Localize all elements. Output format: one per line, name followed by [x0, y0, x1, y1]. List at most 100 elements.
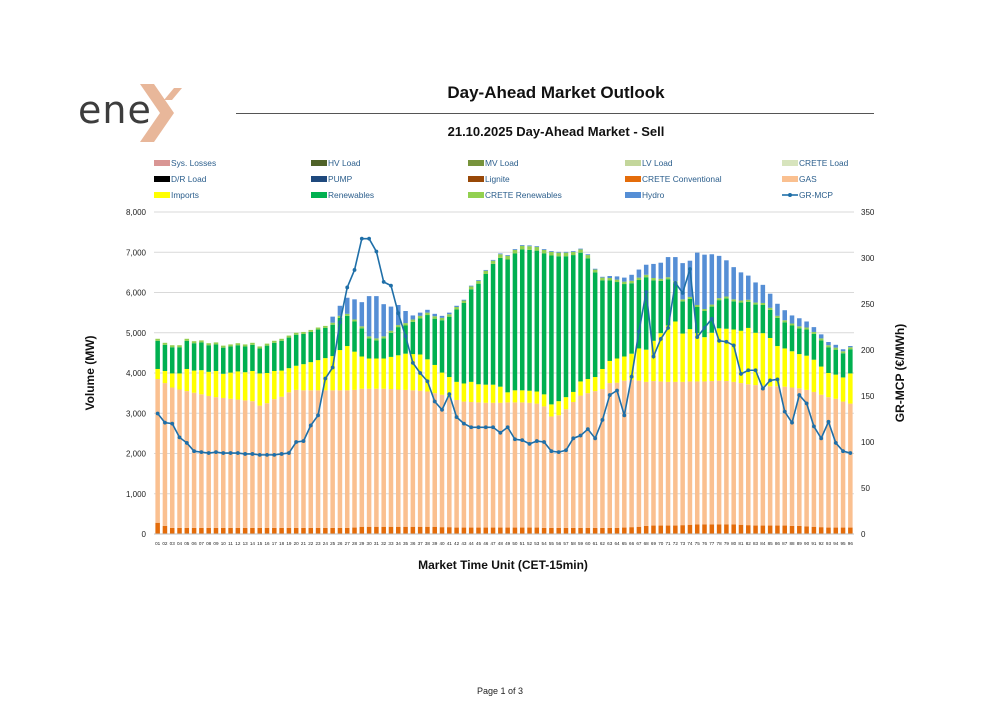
bar-gas	[534, 403, 540, 528]
bar-hydro	[498, 253, 503, 255]
bar-imports	[775, 346, 780, 387]
bar-renewables	[498, 257, 503, 387]
bar-renewables	[622, 284, 627, 357]
x-tick-label: 31	[374, 541, 380, 546]
y2-tick-label: 200	[861, 346, 875, 355]
bar-imports	[242, 372, 248, 401]
bar-renewables	[782, 322, 787, 349]
x-tick-label: 02	[162, 541, 168, 546]
bar-hydro	[439, 315, 445, 318]
mcp-point	[359, 236, 364, 241]
bar-imports	[629, 353, 634, 380]
mcp-point	[833, 441, 838, 445]
bar-renewables	[643, 277, 649, 350]
x-tick-label: 85	[768, 541, 774, 546]
bar-crete-renewables	[374, 338, 379, 341]
x-tick-label: 45	[476, 541, 482, 546]
mcp-point	[527, 441, 532, 446]
mcp-point	[790, 420, 794, 425]
mcp-point	[418, 371, 423, 375]
bar-imports	[585, 379, 591, 394]
bar-crete-renewables	[447, 314, 452, 317]
bar-gas	[519, 402, 525, 528]
x-tick-label: 34	[396, 541, 402, 546]
y-tick-label: 6,000	[126, 289, 147, 298]
bar-gas	[767, 386, 773, 526]
y2-tick-label: 250	[861, 300, 875, 309]
y2-axis-label: GR-MCP (€/MWh)	[893, 324, 907, 422]
bar-crete-renewables	[738, 300, 744, 303]
bar-crete-conventional	[541, 527, 547, 534]
bar-crete-conventional	[782, 525, 787, 534]
x-tick-label: 88	[789, 541, 795, 546]
bar-hydro	[563, 251, 569, 253]
legend-swatch	[468, 192, 484, 198]
bar-hydro	[767, 293, 773, 308]
bar-imports	[709, 332, 715, 382]
x-tick-label: 74	[687, 541, 693, 546]
bar-crete-conventional	[184, 527, 190, 534]
bar-gas	[760, 385, 766, 526]
bar-crete-conventional	[293, 527, 299, 534]
bar-crete-conventional	[614, 527, 620, 534]
bar-hydro	[388, 306, 394, 331]
x-axis-label: Market Time Unit (CET-15min)	[418, 558, 588, 572]
bar-imports	[257, 373, 262, 406]
bar-gas	[643, 381, 649, 526]
x-tick-label: 41	[447, 541, 453, 546]
x-tick-label: 79	[724, 541, 730, 546]
bar-hydro	[753, 282, 758, 303]
bar-hydro	[643, 264, 649, 275]
bar-imports	[264, 373, 270, 404]
bar-crete-renewables	[534, 247, 540, 251]
bar-crete-renewables	[177, 345, 182, 348]
bar-renewables	[629, 283, 634, 354]
legend-item: GAS	[782, 174, 817, 184]
bar-gas	[789, 387, 795, 526]
bar-crete-renewables	[366, 336, 372, 339]
mcp-point	[228, 451, 233, 455]
bar-crete-conventional	[571, 527, 576, 534]
bar-renewables	[767, 309, 773, 338]
bar-crete-renewables	[337, 315, 343, 318]
bar-imports	[286, 368, 292, 393]
bar-renewables	[155, 340, 160, 369]
mcp-point	[192, 449, 197, 454]
bar-imports	[527, 390, 532, 403]
bar-gas	[556, 415, 561, 528]
bar-gas	[468, 401, 474, 528]
mcp-point	[760, 386, 765, 391]
bar-imports	[592, 377, 598, 392]
mcp-point	[753, 368, 758, 373]
bar-crete-conventional	[417, 526, 423, 534]
x-tick-label: 83	[753, 541, 759, 546]
mcp-point	[279, 452, 284, 456]
bar-gas	[250, 401, 255, 528]
bar-crete-conventional	[199, 527, 204, 534]
x-tick-label: 63	[607, 541, 613, 546]
bar-imports	[344, 346, 350, 391]
legend-label: Renewables	[328, 190, 374, 200]
mcp-point	[542, 440, 546, 444]
bar-crete-renewables	[607, 278, 612, 281]
bar-renewables	[505, 259, 510, 393]
bar-gas	[512, 402, 518, 528]
bar-renewables	[607, 280, 612, 361]
x-tick-label: 08	[206, 541, 212, 546]
bar-crete-conventional	[563, 527, 569, 534]
bar-crete-renewables	[541, 249, 547, 254]
bar-renewables	[512, 253, 518, 391]
bar-hydro	[432, 313, 437, 317]
bar-crete-conventional	[534, 527, 540, 534]
bar-crete-conventional	[213, 527, 219, 534]
bar-crete-renewables	[665, 277, 671, 280]
bar-gas	[614, 382, 620, 528]
bar-crete-renewables	[563, 252, 569, 257]
bar-hydro	[833, 344, 839, 348]
bar-imports	[272, 370, 277, 400]
bar-hydro	[330, 316, 335, 323]
legend-swatch	[154, 160, 170, 166]
bar-crete-conventional	[155, 522, 160, 534]
bar-crete-conventional	[680, 525, 685, 534]
bar-crete-renewables	[468, 286, 474, 290]
